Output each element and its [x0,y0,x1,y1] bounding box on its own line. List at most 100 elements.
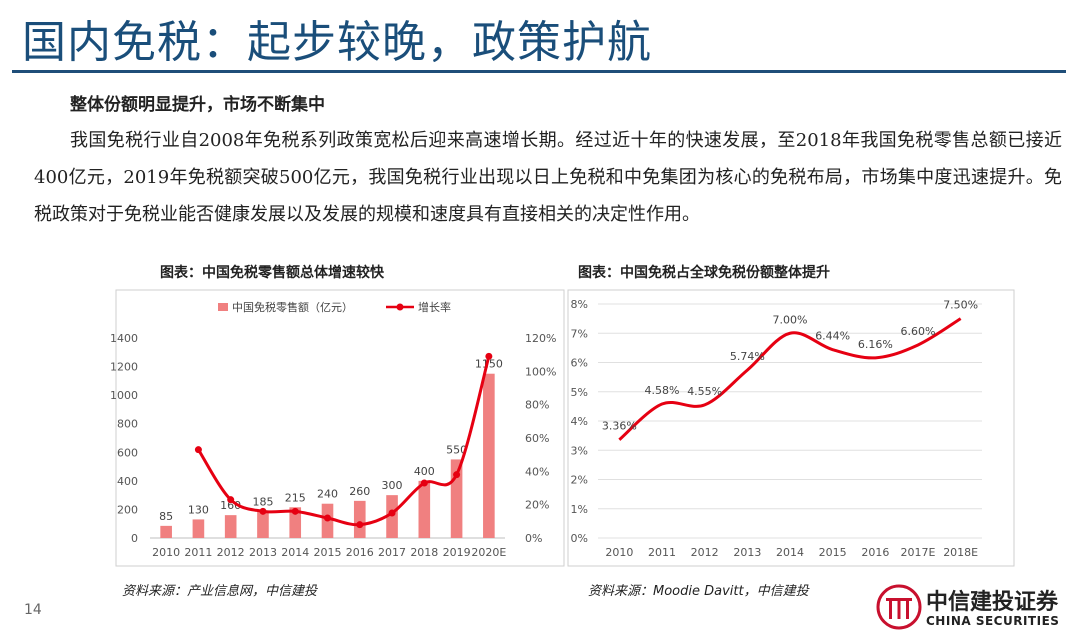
growth-point [291,507,299,515]
data-label: 6.44% [815,330,850,343]
body-paragraph: 我国免税行业自2008年免税系列政策宽松后迎来高速增长期。经过近十年的快速发展，… [34,130,1062,225]
data-label: 5.74% [730,350,765,363]
growth-point [485,352,493,360]
left-y-tick: 1400 [110,332,138,345]
legend-bar-label: 中国免税零售额（亿元） [232,300,353,314]
citic-logo-icon [876,584,922,630]
bar [418,480,431,538]
growth-point [356,521,364,529]
x-tick: 2015 [314,546,342,559]
x-tick: 2010 [605,546,633,559]
y-tick: 4% [571,415,588,428]
left-y-tick: 0 [131,532,138,545]
x-tick: 2012 [217,546,245,559]
left-y-tick: 600 [117,446,138,459]
data-label: 6.16% [858,338,893,351]
bar-value-label: 130 [188,503,209,516]
global-share-chart: 0% 1% 2% 3% 4% 5% 6% 7% 8% 2010 2011 2012 2013 2014 20… [567,289,1015,567]
bar [192,519,205,538]
growth-point [453,471,461,479]
x-tick: 2016 [346,546,374,559]
left-chart-source: 资料来源：产业信息网，中信建投 [122,584,318,599]
bar [483,373,495,538]
bar-value-label: 185 [252,496,273,509]
bar-value-label: 240 [317,488,338,501]
logo-text-cn: 中信建投证券 [926,590,1059,615]
x-tick: 2011 [184,546,212,559]
right-y-tick: 100% [525,365,556,378]
chart-frame [115,289,565,567]
bar-value-label: 85 [159,510,173,523]
bar-value-label: 215 [285,491,306,504]
logo-text-en: CHINA SECURITIES [926,614,1060,628]
x-tick: 2012 [691,546,719,559]
x-tick: 2019 [443,546,471,559]
x-tick: 2017E [901,546,936,559]
data-label: 4.55% [687,385,722,398]
x-tick: 2016 [861,546,889,559]
data-label: 3.36% [602,420,637,433]
right-chart-source: 资料来源：Moodie Davitt，中信建投 [588,584,809,599]
x-tick: 2013 [733,546,761,559]
right-y-tick: 0% [525,532,542,545]
data-label: 7.00% [773,313,808,326]
x-tick: 2010 [152,546,180,559]
bar [353,500,366,538]
left-y-tick: 1000 [110,389,138,402]
x-tick: 2013 [249,546,277,559]
growth-point [194,446,202,454]
left-y-tick: 800 [117,418,138,431]
bar-value-label: 300 [382,479,403,492]
page-number: 14 [24,602,42,618]
data-label: 7.50% [943,299,978,312]
bar [289,507,302,538]
bar [386,495,398,538]
page-title: 国内免税：起步较晚，政策护航 [22,17,652,68]
data-label: 6.60% [901,325,936,338]
x-tick: 2014 [281,546,309,559]
left-y-tick: 200 [117,503,138,516]
bar [160,525,172,538]
right-y-tick: 80% [525,399,549,412]
section-subheading: 整体份额明显提升，市场不断集中 [70,95,325,115]
legend-line-label: 增长率 [418,300,451,314]
bar [224,515,237,538]
bar-value-label: 1150 [475,358,503,371]
x-tick: 2014 [776,546,804,559]
growth-point [324,514,331,522]
right-y-tick: 60% [525,432,549,445]
x-tick: 2018E [943,546,978,559]
retail-sales-chart: 0 200 400 600 800 1000 1200 1400 0% 20% 40% 60% 80% 1… [110,289,565,567]
x-tick: 2018 [410,546,438,559]
x-tick: 2020E [471,546,506,559]
y-tick: 5% [571,386,588,399]
y-tick: 2% [571,474,588,487]
growth-line [197,355,491,527]
left-y-tick: 400 [117,475,138,488]
x-tick: 2015 [819,546,847,559]
y-tick: 0% [571,532,588,545]
bar-value-label: 400 [414,465,435,478]
x-tick: 2011 [648,546,676,559]
y-tick: 3% [571,444,588,457]
growth-point [388,509,396,517]
legend-line-marker [396,303,404,311]
share-line [618,317,962,441]
right-chart-caption: 图表：中国免税占全球免税份额整体提升 [578,265,830,281]
right-y-tick: 120% [525,332,556,345]
right-y-tick: 20% [525,499,549,512]
x-tick: 2017 [378,546,406,559]
left-chart-caption: 图表：中国免税零售额总体增速较快 [160,265,384,281]
y-tick: 6% [571,357,588,370]
growth-point [259,507,267,515]
growth-point [420,479,428,487]
title-divider [12,70,1066,73]
company-logo: 中信建投证券 CHINA SECURITIES [876,580,1076,636]
y-tick: 8% [571,298,588,311]
chart-frame [567,289,1015,567]
bar [257,511,269,538]
y-tick: 7% [571,327,588,340]
right-y-tick: 40% [525,465,549,478]
bar-value-label: 260 [349,485,370,498]
legend-bar-swatch [218,303,228,311]
